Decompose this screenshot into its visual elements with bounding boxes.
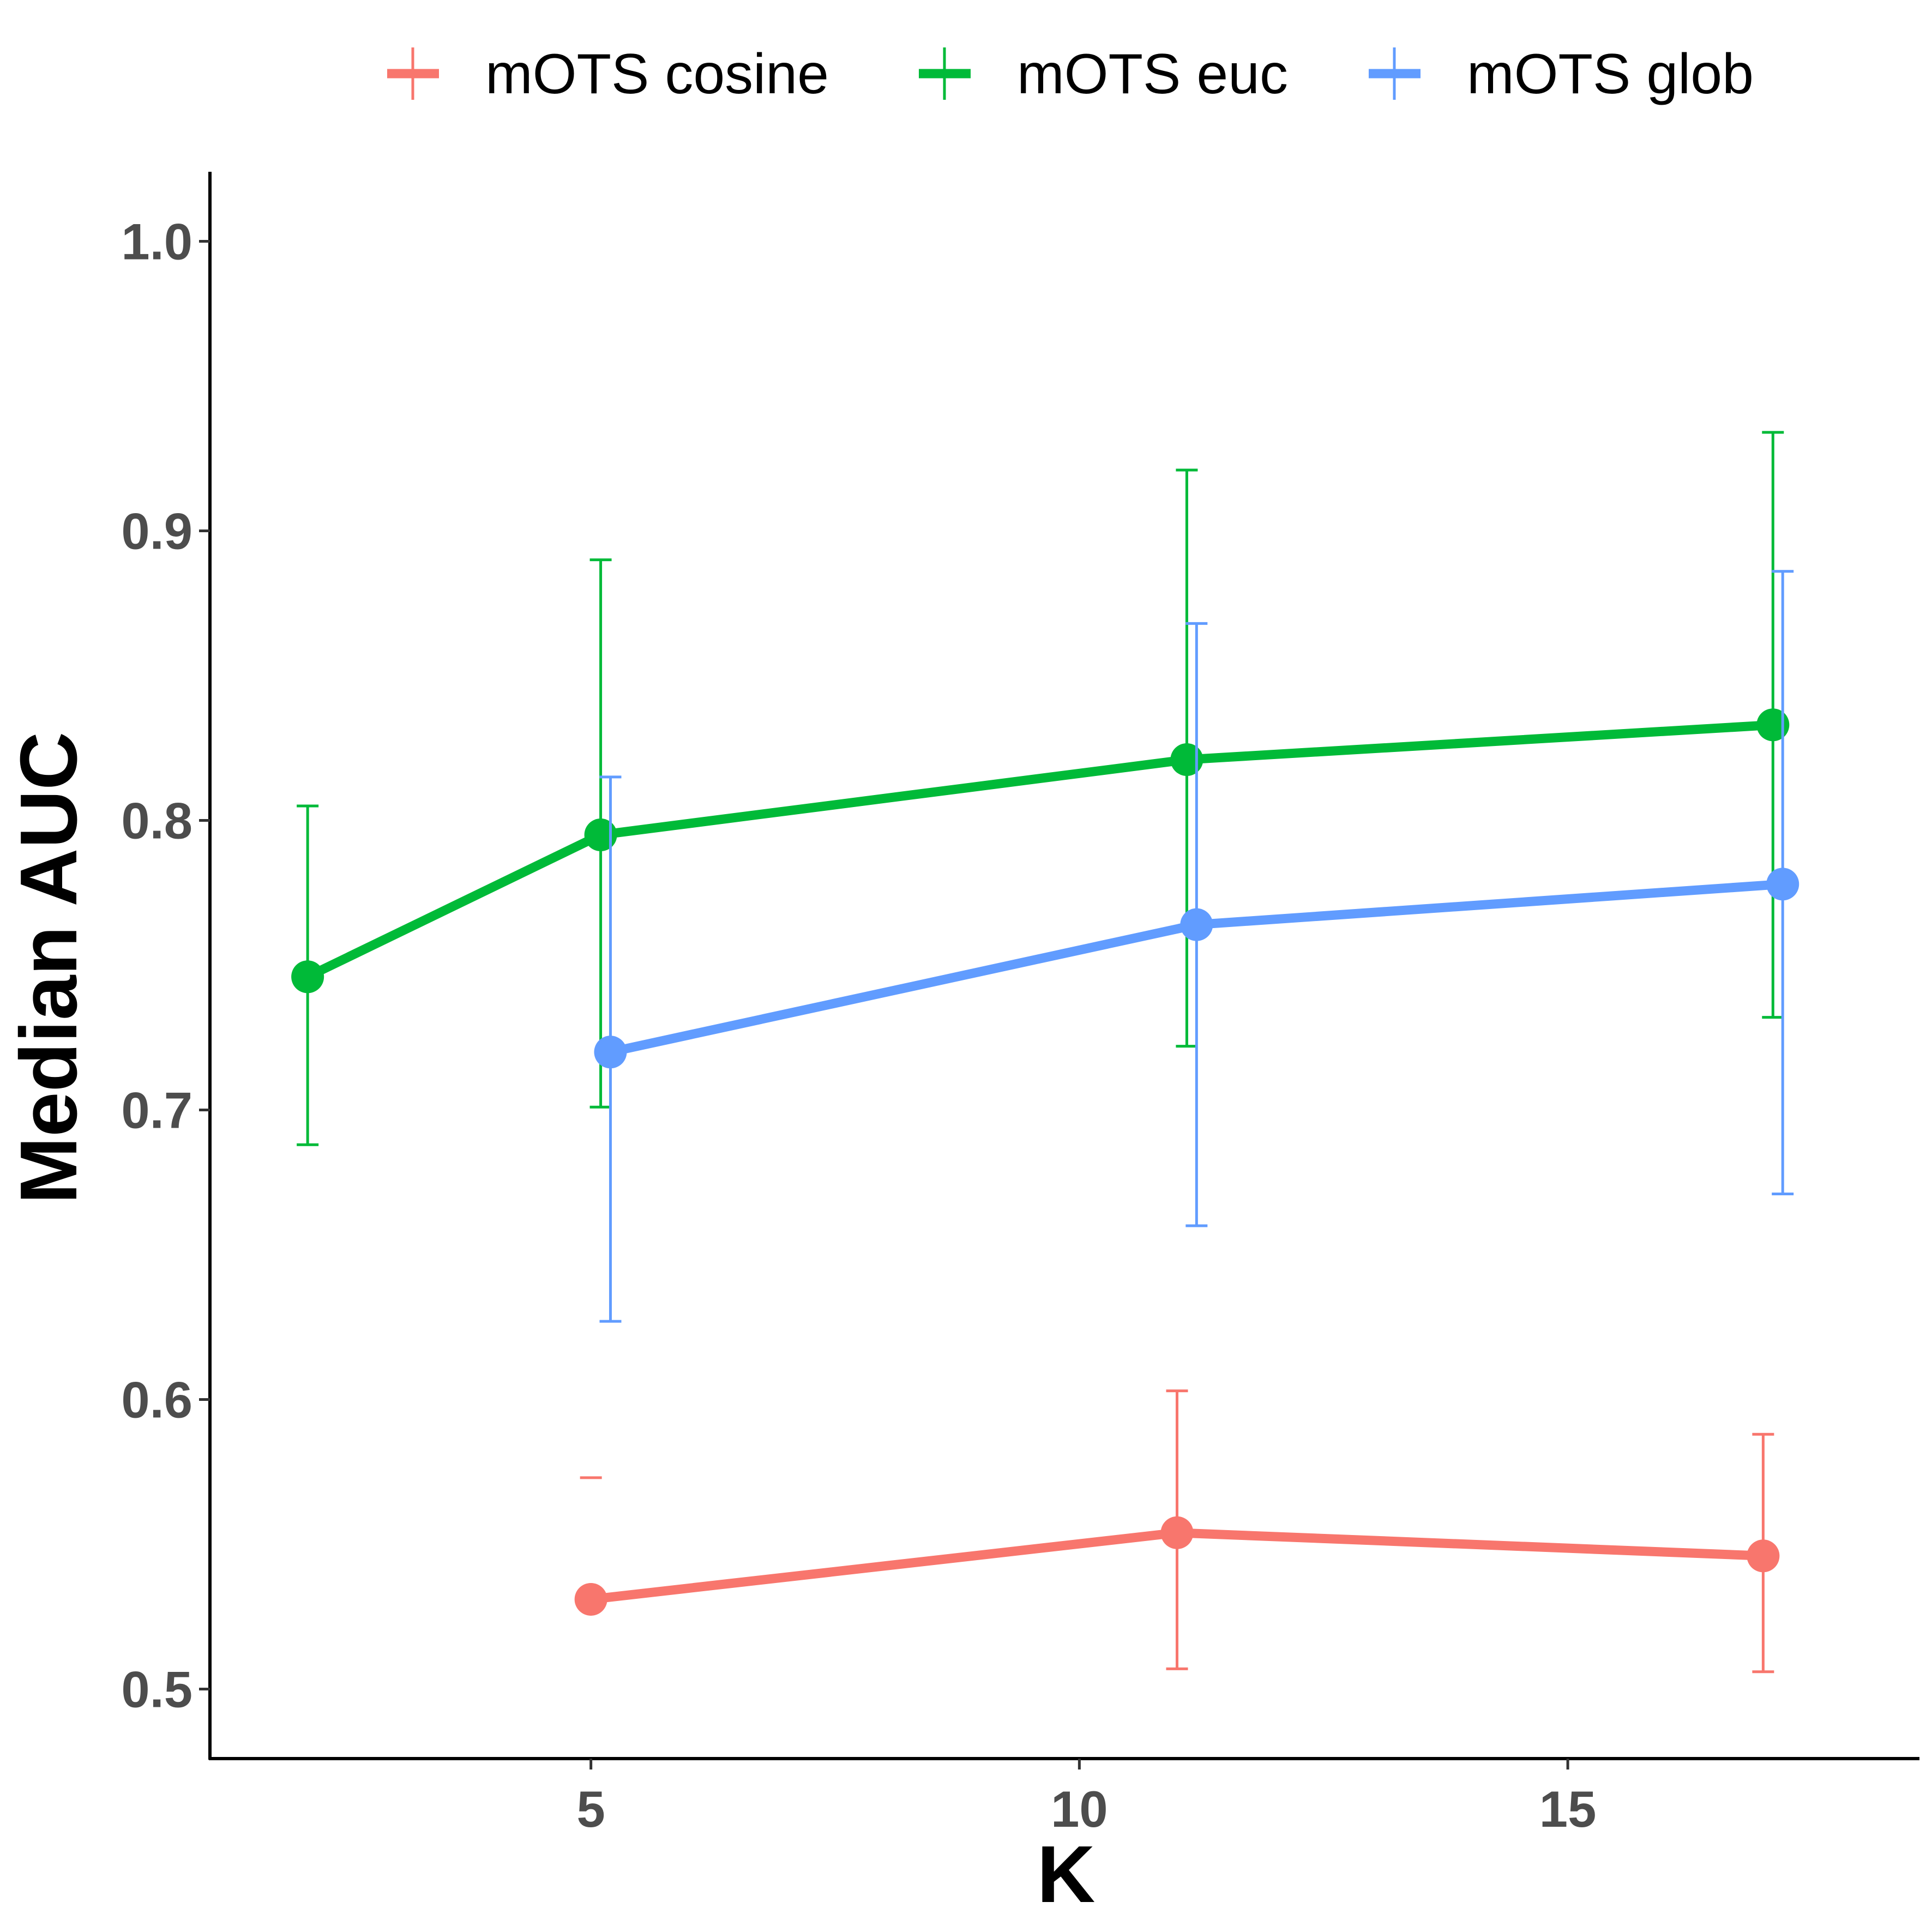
data-point: [574, 1582, 607, 1616]
data-point: [584, 818, 617, 852]
data-point: [291, 960, 324, 994]
legend-label: mOTS cosine: [485, 43, 829, 106]
data-point: [594, 1036, 627, 1069]
data-point: [1747, 1539, 1780, 1573]
legend-item-mots-glob: mOTS glob: [1369, 43, 1754, 106]
series-layer: [291, 431, 1799, 1674]
y-tick-label: 0.5: [121, 1661, 192, 1718]
legend-item-mots-cosine: mOTS cosine: [387, 43, 829, 106]
data-point: [1756, 708, 1790, 742]
y-tick-label: 0.8: [121, 792, 192, 849]
series-mots-cosine: [574, 1389, 1780, 1674]
x-tick-label: 15: [1539, 1780, 1597, 1838]
x-axis-title: K: [1037, 1829, 1096, 1919]
legend-item-mots-euc: mOTS euc: [919, 43, 1288, 106]
axes: 0.5 0.6 0.7 0.8 0.9 1.0 5 10 15: [121, 172, 1919, 1838]
y-tick-label: 1.0: [121, 213, 192, 270]
legend-label: mOTS glob: [1467, 43, 1754, 106]
data-point: [1766, 868, 1799, 901]
data-point: [1180, 908, 1213, 941]
series-line: [303, 720, 1778, 982]
data-point: [1170, 743, 1203, 776]
legend-label: mOTS euc: [1017, 43, 1288, 106]
y-tick-label: 0.6: [121, 1371, 192, 1429]
series-mots-glob: [594, 570, 1799, 1323]
y-tick-label: 0.7: [121, 1082, 192, 1139]
x-tick-label: 10: [1051, 1780, 1108, 1838]
data-point: [1160, 1516, 1194, 1549]
x-tick-label: 5: [577, 1780, 605, 1838]
y-axis-title: Median AUC: [4, 732, 94, 1204]
series-mots-euc: [291, 431, 1790, 1146]
y-tick-label: 0.9: [121, 502, 192, 559]
legend: mOTS cosine mOTS euc mOTS glob: [387, 43, 1754, 106]
